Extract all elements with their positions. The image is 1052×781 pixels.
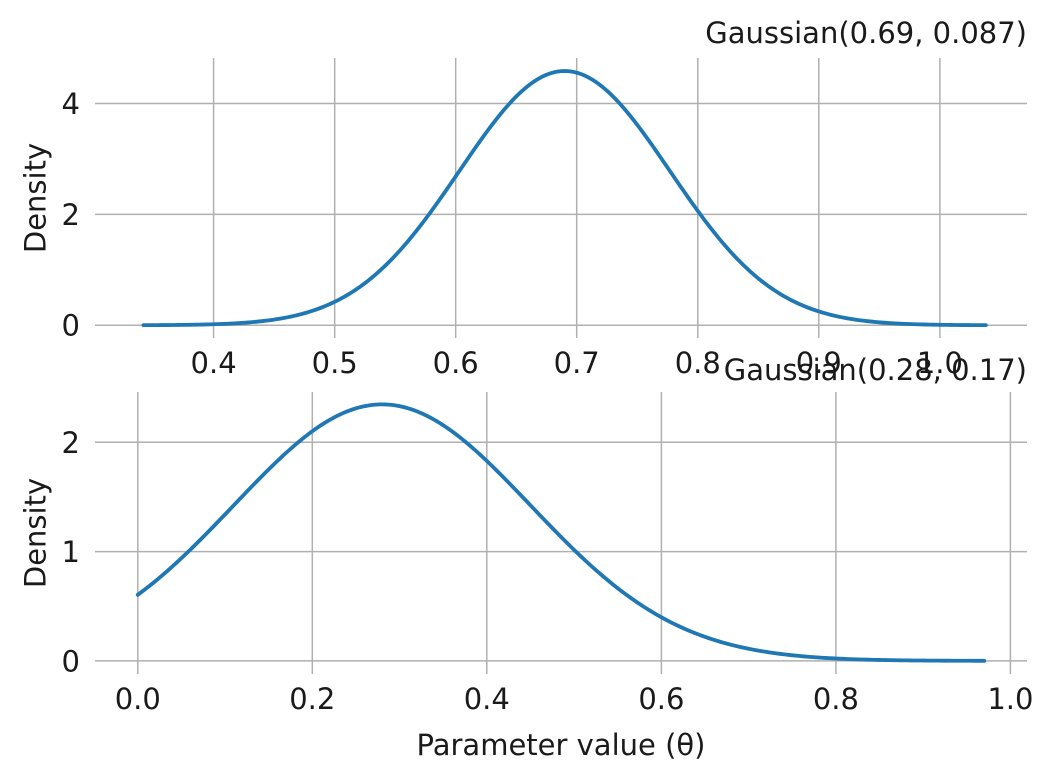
x-tick-label: 1.0 (917, 346, 963, 380)
y-tick-label: 2 (62, 198, 80, 232)
density-curve (141, 69, 988, 328)
density-curve (135, 402, 987, 663)
x-tick-label: 0.7 (554, 346, 600, 380)
x-tick-label: 0.9 (796, 346, 842, 380)
bottom-plot-area: 0.0 0.2 0.4 0.6 0.8 1.0 0 1 2 (62, 392, 1033, 716)
y-tick-label: 0 (62, 644, 80, 678)
y-tick-label: 0 (62, 309, 80, 343)
x-tick-label: 0.8 (675, 346, 721, 380)
top-y-axis-label: Density (18, 142, 53, 254)
x-tick-label: 0.4 (464, 682, 510, 716)
x-tick-label: 0.4 (191, 346, 237, 380)
x-tick-label: 0.0 (115, 682, 161, 716)
x-tick-label: 0.6 (433, 346, 479, 380)
top-plot-title: Gaussian(0.69, 0.087) (705, 16, 1027, 50)
bottom-plot-title: Gaussian(0.28, 0.17) (723, 353, 1027, 387)
x-tick-label: 0.2 (289, 682, 335, 716)
top-plot-area: 0.4 0.5 0.6 0.7 0.8 0.9 1.0 0 2 4 (62, 58, 1027, 380)
y-tick-label: 1 (62, 535, 80, 569)
y-tick-label: 4 (62, 87, 80, 121)
x-tick-label: 0.6 (638, 682, 684, 716)
x-tick-label: 0.8 (813, 682, 859, 716)
x-tick-label: 0.5 (312, 346, 358, 380)
x-tick-label: 1.0 (987, 682, 1033, 716)
bottom-y-axis-label: Density (18, 477, 53, 589)
y-tick-label: 2 (62, 426, 80, 460)
x-axis-label: Parameter value (θ) (416, 728, 706, 762)
